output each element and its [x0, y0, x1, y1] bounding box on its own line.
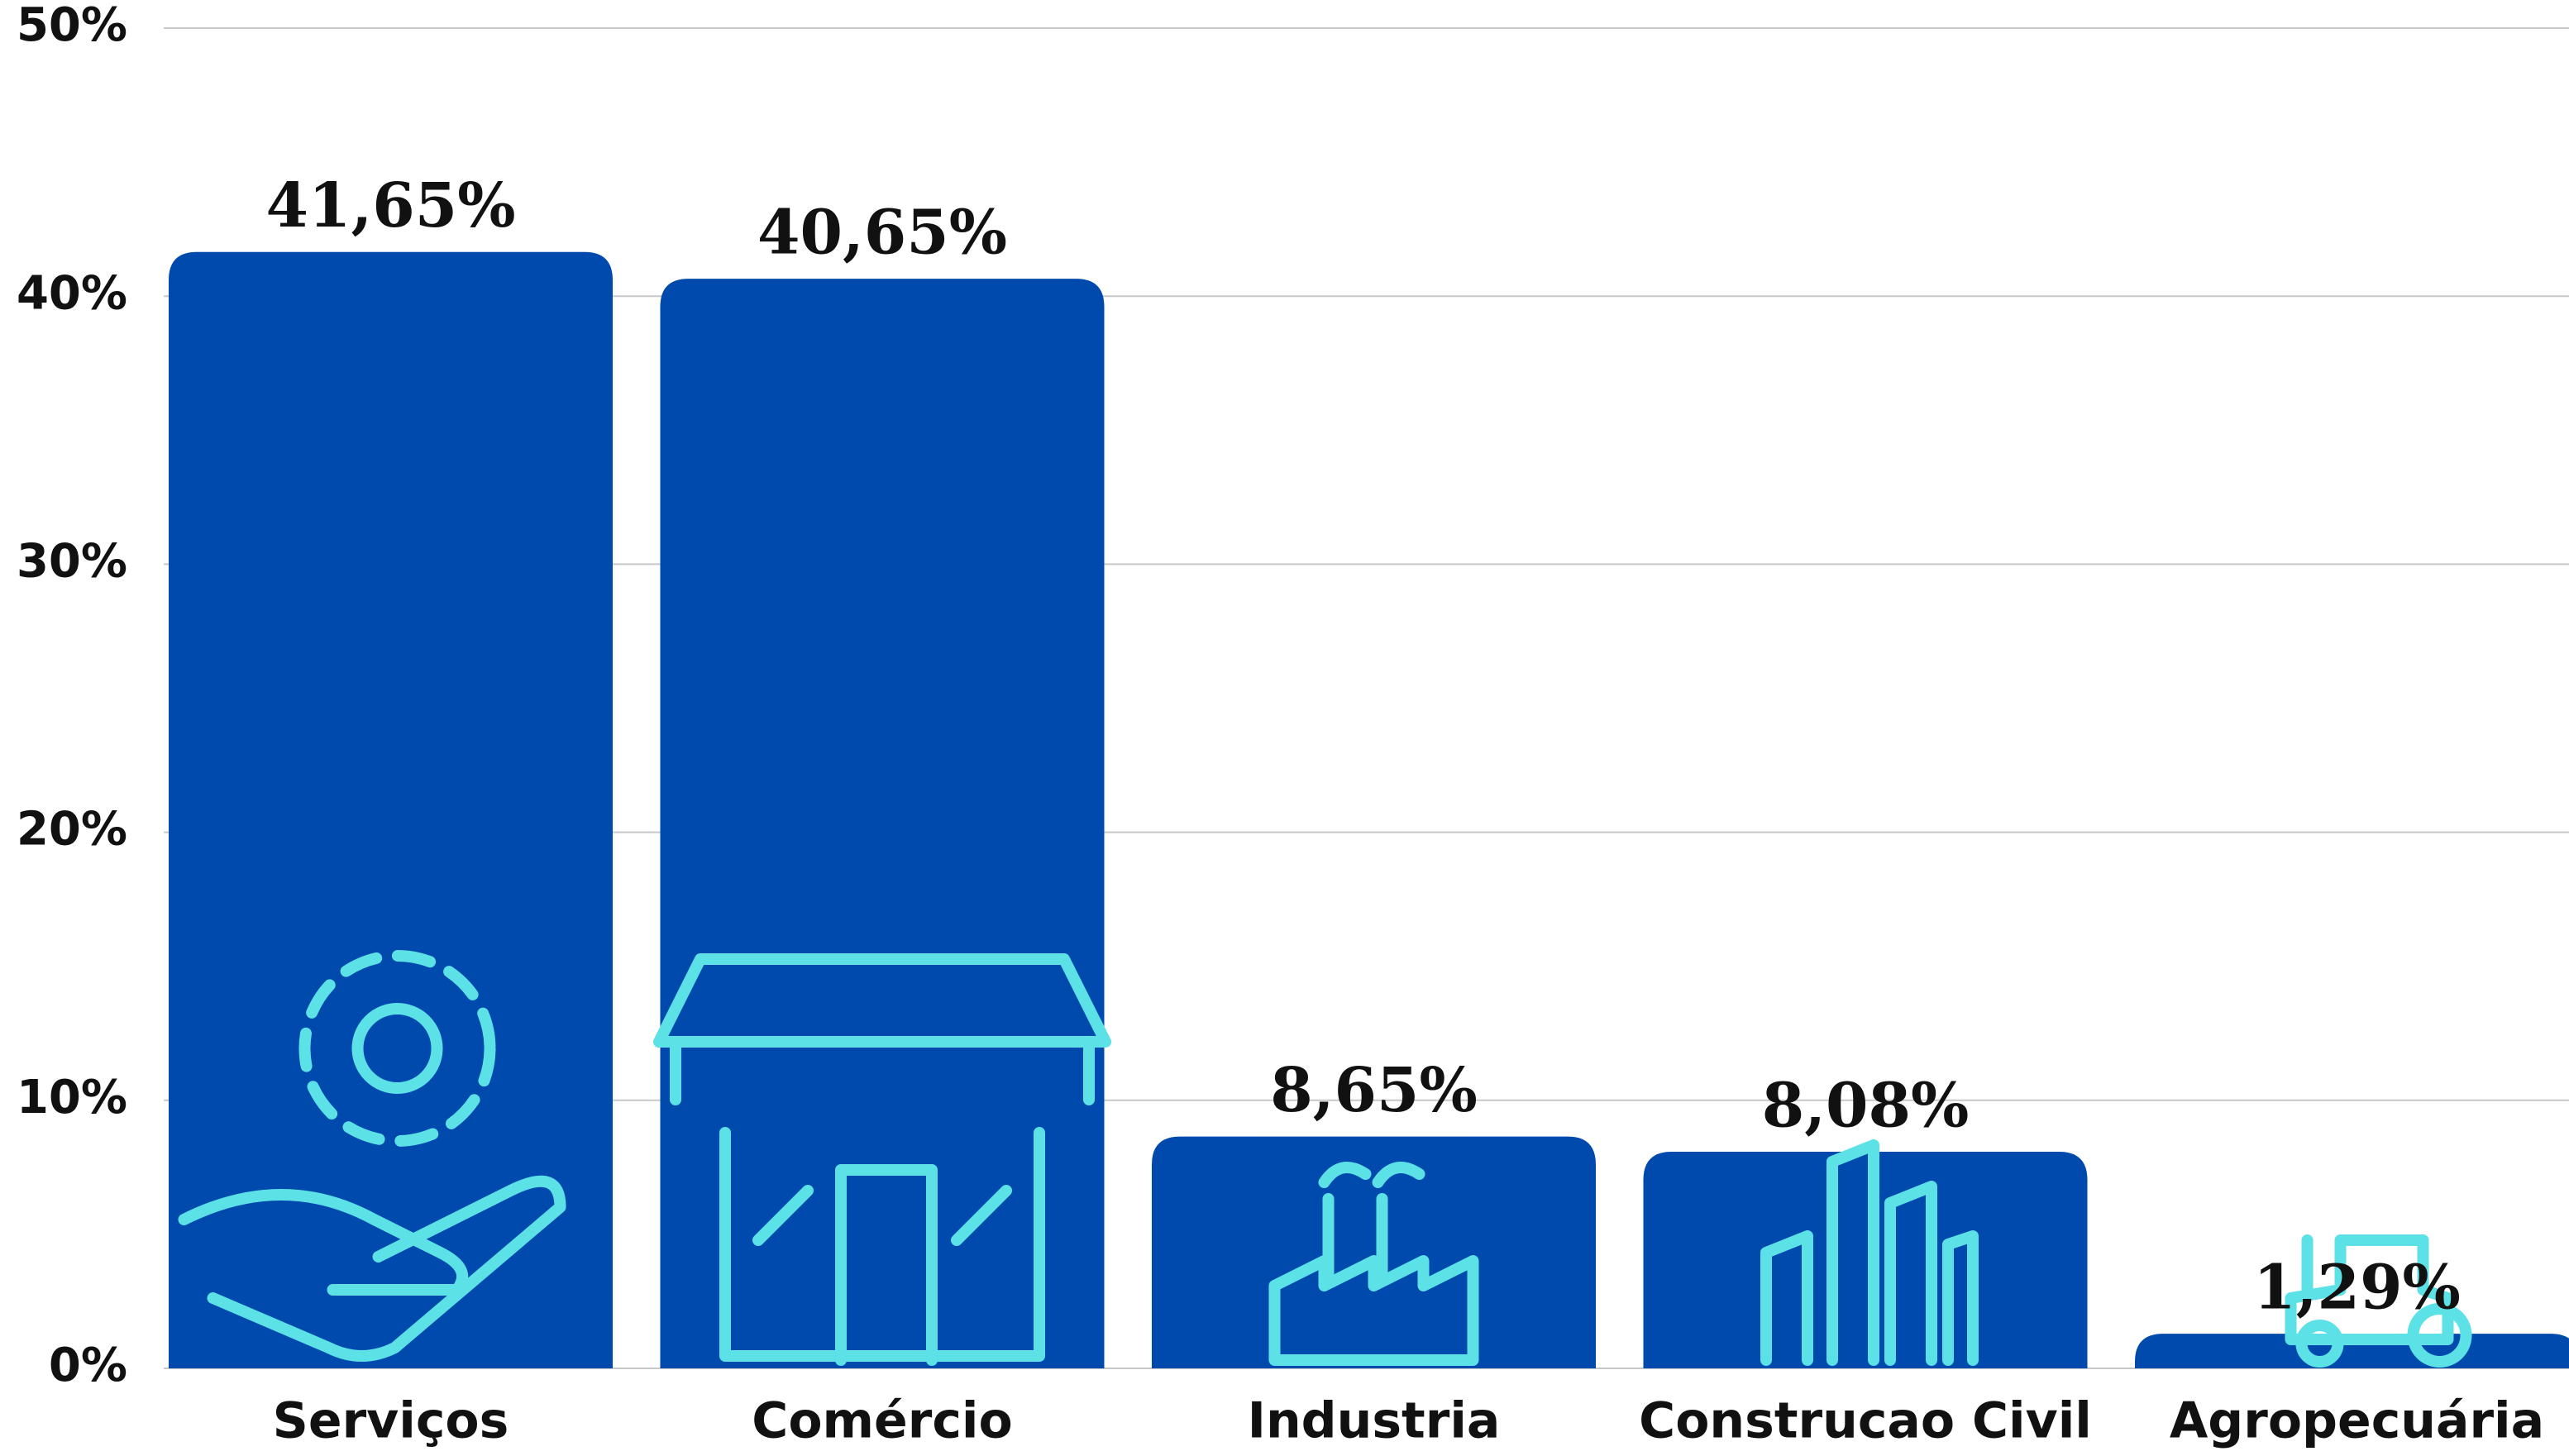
value-label: 8,08%	[1762, 1071, 1970, 1142]
bar	[169, 251, 613, 1368]
bar-icon	[1760, 1139, 1979, 1366]
y-tick-label: 30%	[17, 535, 127, 589]
bar	[1643, 1152, 2088, 1368]
y-tick-label: 50%	[17, 0, 127, 52]
bar	[1152, 1136, 1596, 1368]
value-label: 40,65%	[757, 198, 1007, 269]
bar-icon	[1268, 1162, 1479, 1366]
value-label: 41,65%	[265, 170, 515, 241]
y-tick-label: 0%	[49, 1339, 127, 1392]
y-tick-label: 20%	[17, 803, 127, 857]
x-tick-label: Serviços	[273, 1392, 509, 1450]
x-tick-label: Industria	[1248, 1392, 1501, 1450]
x-tick-label: Comércio	[752, 1392, 1012, 1450]
x-tick-label: Agropecuária	[2170, 1392, 2544, 1450]
bar	[660, 279, 1105, 1369]
y-tick-label: 40%	[17, 266, 127, 320]
x-tick-label: Construcao Civil	[1639, 1392, 2092, 1450]
bar-icon	[2285, 1234, 2472, 1368]
value-label: 1,29%	[2253, 1253, 2461, 1324]
value-label: 8,65%	[1270, 1055, 1478, 1126]
y-tick-label: 10%	[17, 1071, 127, 1124]
bar-icon	[653, 953, 1111, 1366]
bar-icon	[178, 950, 566, 1362]
